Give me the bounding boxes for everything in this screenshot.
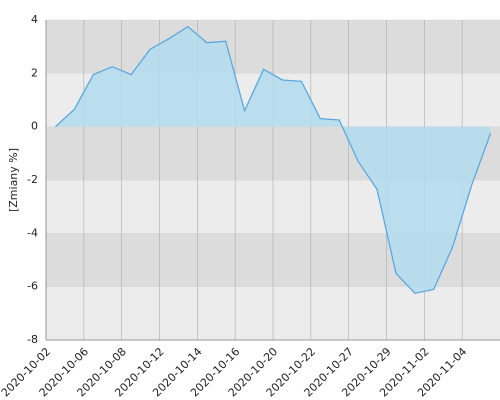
y-tick-label: -6	[27, 280, 38, 293]
line	[55, 25, 492, 295]
y-tick-label: 0	[31, 120, 38, 133]
y-tick-label: -8	[27, 333, 38, 346]
y-tick-label: -2	[27, 173, 38, 186]
y-tick-label: -4	[27, 226, 38, 239]
y-axis-label: [Zmiany %]	[7, 148, 20, 212]
y-tick-label: 4	[31, 13, 38, 26]
y-tick-label: 2	[31, 66, 38, 79]
area	[55, 26, 491, 294]
